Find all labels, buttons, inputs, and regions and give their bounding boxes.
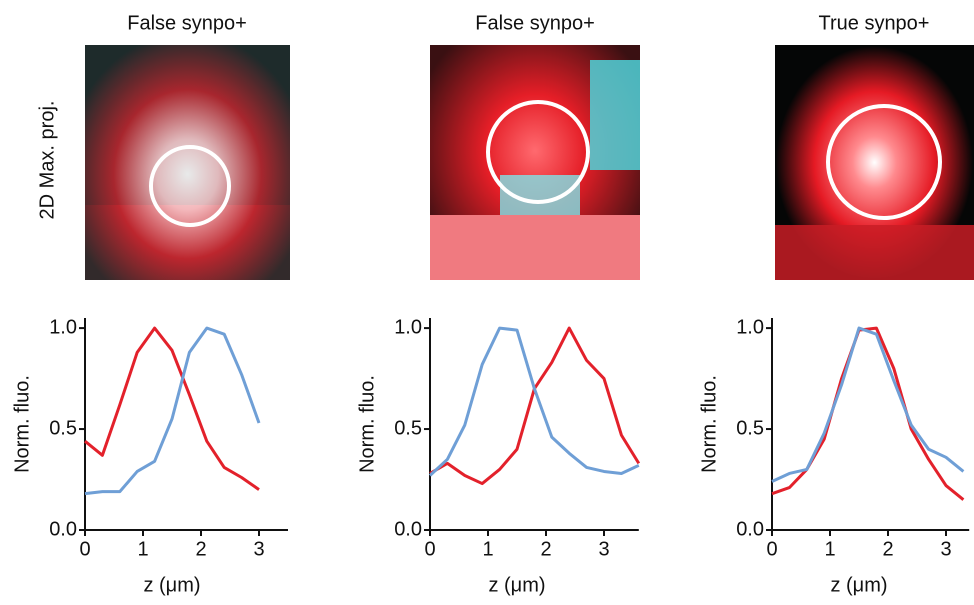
x-tick-label: 2 xyxy=(882,538,893,560)
x-tick-label: 0 xyxy=(424,538,435,560)
y-tick-label: 0.5 xyxy=(49,417,77,439)
x-tick-label: 1 xyxy=(824,538,835,560)
panel-title: False synpo+ xyxy=(475,12,595,34)
panel-title: False synpo+ xyxy=(127,12,247,34)
image-3 xyxy=(775,45,974,280)
y-tick-label: 0.0 xyxy=(736,518,764,540)
line xyxy=(84,326,260,491)
y-tick-label: 0.5 xyxy=(394,417,422,439)
line xyxy=(84,326,261,496)
y-tick-label: 1.0 xyxy=(49,316,77,338)
y-axis-label: Norm. fluo. xyxy=(11,375,33,473)
y-tick-label: 0.5 xyxy=(736,417,764,439)
x-tick-label: 3 xyxy=(940,538,951,560)
y-axis-label: Norm. fluo. xyxy=(356,375,378,473)
image-1 xyxy=(85,45,290,280)
image-2 xyxy=(430,45,640,280)
x-axis-label: z (μm) xyxy=(488,574,545,596)
x-axis-label: z (μm) xyxy=(143,574,200,596)
line xyxy=(428,326,640,477)
x-tick-label: 2 xyxy=(195,538,206,560)
x-tick-label: 3 xyxy=(598,538,609,560)
y-tick-label: 0.0 xyxy=(394,518,422,540)
line xyxy=(429,326,641,486)
panel-title: True synpo+ xyxy=(819,12,930,34)
row-label: 2D Max. proj. xyxy=(36,101,58,220)
y-axis-label: Norm. fluo. xyxy=(698,375,720,473)
x-tick-label: 2 xyxy=(540,538,551,560)
y-tick-label: 1.0 xyxy=(394,316,422,338)
x-tick-label: 1 xyxy=(137,538,148,560)
x-tick-label: 3 xyxy=(253,538,264,560)
x-tick-label: 0 xyxy=(79,538,90,560)
x-tick-label: 0 xyxy=(766,538,777,560)
y-tick-label: 0.0 xyxy=(49,518,77,540)
line xyxy=(771,326,965,501)
line xyxy=(771,326,965,483)
x-tick-label: 1 xyxy=(482,538,493,560)
y-tick-label: 1.0 xyxy=(736,316,764,338)
x-axis-label: z (μm) xyxy=(830,574,887,596)
